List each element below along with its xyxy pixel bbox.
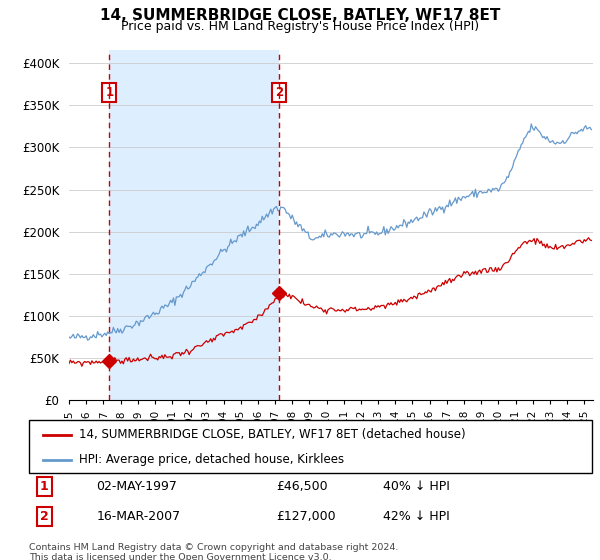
Text: 1: 1: [105, 86, 113, 99]
Text: £127,000: £127,000: [277, 510, 336, 523]
Text: 14, SUMMERBRIDGE CLOSE, BATLEY, WF17 8ET (detached house): 14, SUMMERBRIDGE CLOSE, BATLEY, WF17 8ET…: [79, 428, 466, 441]
FancyBboxPatch shape: [29, 420, 592, 473]
Bar: [109, 50, 278, 400]
Text: HPI: Average price, detached house, Kirklees: HPI: Average price, detached house, Kirk…: [79, 454, 344, 466]
Text: 1: 1: [40, 480, 49, 493]
Text: 2: 2: [40, 510, 49, 523]
Text: 2: 2: [275, 86, 283, 99]
Text: Price paid vs. HM Land Registry's House Price Index (HPI): Price paid vs. HM Land Registry's House …: [121, 20, 479, 33]
Text: 40% ↓ HPI: 40% ↓ HPI: [383, 480, 450, 493]
Text: 14, SUMMERBRIDGE CLOSE, BATLEY, WF17 8ET: 14, SUMMERBRIDGE CLOSE, BATLEY, WF17 8ET: [100, 8, 500, 24]
Text: £46,500: £46,500: [277, 480, 328, 493]
Text: 02-MAY-1997: 02-MAY-1997: [97, 480, 177, 493]
Text: Contains HM Land Registry data © Crown copyright and database right 2024.: Contains HM Land Registry data © Crown c…: [29, 543, 398, 552]
Text: This data is licensed under the Open Government Licence v3.0.: This data is licensed under the Open Gov…: [29, 553, 331, 560]
Text: 42% ↓ HPI: 42% ↓ HPI: [383, 510, 450, 523]
Text: 16-MAR-2007: 16-MAR-2007: [97, 510, 181, 523]
